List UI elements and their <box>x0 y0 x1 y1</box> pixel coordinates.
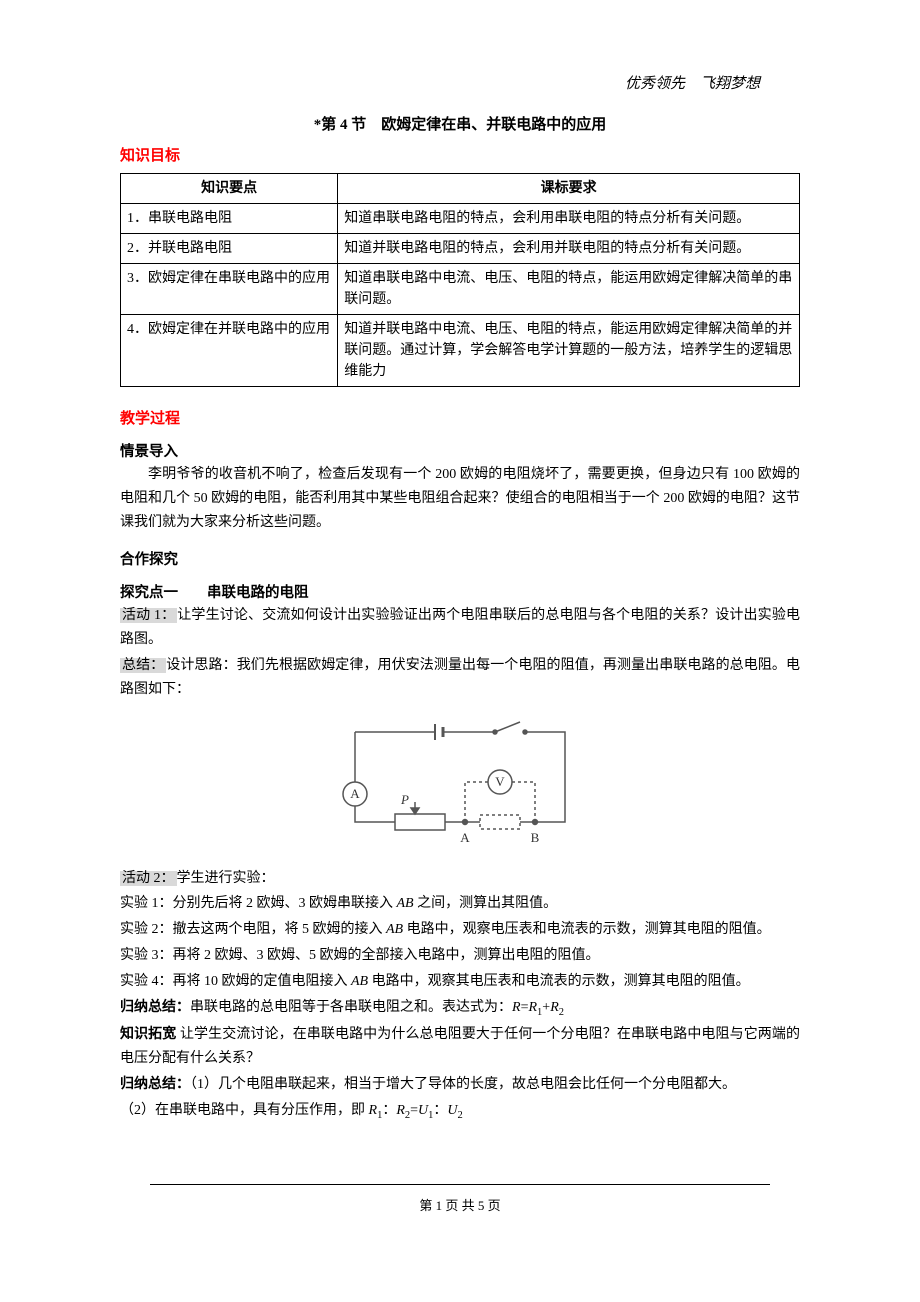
scenario-heading: 情景导入 <box>120 440 800 461</box>
coop-heading: 合作探究 <box>120 548 800 569</box>
table-row: 4．欧姆定律在并联电路中的应用 知道并联电路中电流、电压、电阻的特点，能运用欧姆… <box>121 315 800 387</box>
exp1-prefix: 实验 1：分别先后将 2 欧姆、3 欧姆串联接入 <box>120 896 397 911</box>
exp4-ab: AB <box>351 974 368 989</box>
table-cell-right: 知道串联电路中电流、电压、电阻的特点，能运用欧姆定律解决简单的串联问题。 <box>338 264 800 315</box>
voltmeter-label: V <box>495 774 505 789</box>
activity2: 活动 2：学生进行实验： <box>120 867 800 891</box>
activity1: 活动 1：让学生讨论、交流如何设计出实验验证出两个电阻串联后的总电阻与各个电阻的… <box>120 604 800 652</box>
formula-R2: R <box>550 1000 559 1015</box>
page-suffix: 页 <box>484 1198 500 1213</box>
footer-divider <box>150 1184 770 1185</box>
conclusion-2: 归纳总结：（1）几个电阻串联起来，相当于增大了导体的长度，故总电阻会比任何一个分… <box>120 1073 800 1097</box>
table-cell-right: 知道并联电路中电流、电压、电阻的特点，能运用欧姆定律解决简单的并联问题。通过计算… <box>338 315 800 387</box>
page-number: 第 1 页 共 5 页 <box>120 1195 800 1214</box>
table-cell-left: 2．并联电路电阻 <box>121 234 338 264</box>
ammeter-label: A <box>350 786 360 801</box>
expand-text: 让学生交流讨论，在串联电路中为什么总电阻要大于任何一个分电阻？在串联电路中电阻与… <box>120 1027 800 1066</box>
table-cell-right: 知道并联电路电阻的特点，会利用并联电阻的特点分析有关问题。 <box>338 234 800 264</box>
conclusion-2-item2: （2）在串联电路中，具有分压作用，即 R1：R2=U1：U2 <box>120 1099 800 1125</box>
circuit-diagram: A V P A B <box>120 712 800 857</box>
expand-label: 知识拓宽 <box>120 1027 176 1042</box>
knowledge-expand: 知识拓宽 让学生交流讨论，在串联电路中为什么总电阻要大于任何一个分电阻？在串联电… <box>120 1023 800 1071</box>
exp2-tail: 电路中，观察电压表和电流表的示数，测算其电阻的阻值。 <box>403 922 771 937</box>
activity2-text: 学生进行实验： <box>177 871 275 886</box>
exp4-prefix: 实验 4：再将 10 欧姆的定值电阻接入 <box>120 974 351 989</box>
table-cell-left: 4．欧姆定律在并联电路中的应用 <box>121 315 338 387</box>
table-header-row: 知识要点 课标要求 <box>121 174 800 204</box>
ratio-colon2: ： <box>433 1103 447 1118</box>
conclusion-label: 归纳总结： <box>120 1000 190 1015</box>
point1-heading: 探究点一 串联电路的电阻 <box>120 581 800 602</box>
formula-plus: + <box>542 1000 550 1015</box>
ratio-eq: = <box>410 1103 418 1118</box>
header-tagline: 优秀领先 飞翔梦想 <box>120 72 800 93</box>
knowledge-table: 知识要点 课标要求 1．串联电路电阻 知道串联电路电阻的特点，会利用串联电阻的特… <box>120 173 800 387</box>
conclusion2-label: 归纳总结： <box>120 1077 190 1092</box>
ratio-U1: U <box>418 1103 428 1118</box>
experiment-2: 实验 2：撤去这两个电阻，将 5 欧姆的接入 AB 电路中，观察电压表和电流表的… <box>120 918 800 942</box>
exp2-prefix: 实验 2：撤去这两个电阻，将 5 欧姆的接入 <box>120 922 386 937</box>
conclusion-text: 串联电路的总电阻等于各串联电阻之和。表达式为： <box>190 1000 512 1015</box>
page-title: *第 4 节 欧姆定律在串、并联电路中的应用 <box>120 113 800 134</box>
table-header-left: 知识要点 <box>121 174 338 204</box>
page-prefix: 第 <box>419 1198 435 1213</box>
exp1-ab: AB <box>397 896 414 911</box>
exp1-tail: 之间，测算出其阻值。 <box>414 896 558 911</box>
ratio-colon1: ： <box>382 1103 396 1118</box>
node-a-label: A <box>460 830 470 845</box>
scenario-text: 李明爷爷的收音机不响了，检查后发现有一个 200 欧姆的电阻烧坏了，需要更换，但… <box>120 463 800 534</box>
page-mid: 页 共 <box>442 1198 478 1213</box>
activity1-text: 让学生讨论、交流如何设计出实验验证出两个电阻串联后的总电阻与各个电阻的关系？设计… <box>120 608 800 647</box>
knowledge-goal-heading: 知识目标 <box>120 144 800 165</box>
teaching-process-heading: 教学过程 <box>120 407 800 428</box>
table-row: 2．并联电路电阻 知道并联电路电阻的特点，会利用并联电阻的特点分析有关问题。 <box>121 234 800 264</box>
summary-label: 总结： <box>120 658 166 673</box>
conclusion2-item1: （1）几个电阻串联起来，相当于增大了导体的长度，故总电阻会比任何一个分电阻都大。 <box>190 1077 736 1092</box>
table-row: 1．串联电路电阻 知道串联电路电阻的特点，会利用串联电阻的特点分析有关问题。 <box>121 204 800 234</box>
slider-label: P <box>400 792 409 807</box>
table-header-right: 课标要求 <box>338 174 800 204</box>
exp4-tail: 电路中，观察其电压表和电流表的示数，测算其电阻的阻值。 <box>368 974 750 989</box>
exp2-ab: AB <box>386 922 403 937</box>
table-cell-left: 1．串联电路电阻 <box>121 204 338 234</box>
table-cell-left: 3．欧姆定律在串联电路中的应用 <box>121 264 338 315</box>
node-b-label: B <box>531 830 540 845</box>
ratio-R1: R <box>369 1103 378 1118</box>
table-row: 3．欧姆定律在串联电路中的应用 知道串联电路中电流、电压、电阻的特点，能运用欧姆… <box>121 264 800 315</box>
formula-sub2: 2 <box>559 1006 564 1017</box>
summary-text: 设计思路：我们先根据欧姆定律，用伏安法测量出每一个电阻的阻值，再测量出串联电路的… <box>120 658 800 697</box>
ratio-U2: U <box>447 1103 457 1118</box>
conclusion-1: 归纳总结：串联电路的总电阻等于各串联电阻之和。表达式为：R=R1+R2 <box>120 996 800 1022</box>
formula-R: R <box>512 1000 521 1015</box>
experiment-4: 实验 4：再将 10 欧姆的定值电阻接入 AB 电路中，观察其电压表和电流表的示… <box>120 970 800 994</box>
conclusion2-item2-prefix: （2）在串联电路中，具有分压作用，即 <box>120 1103 369 1118</box>
activity1-label: 活动 1： <box>120 608 177 623</box>
ratio-U2-sub: 2 <box>458 1109 463 1120</box>
summary: 总结：设计思路：我们先根据欧姆定律，用伏安法测量出每一个电阻的阻值，再测量出串联… <box>120 654 800 702</box>
circuit-svg: A V P A B <box>335 712 585 852</box>
table-cell-right: 知道串联电路电阻的特点，会利用串联电阻的特点分析有关问题。 <box>338 204 800 234</box>
page: 优秀领先 飞翔梦想 *第 4 节 欧姆定律在串、并联电路中的应用 知识目标 知识… <box>0 0 920 1302</box>
formula-R1: R <box>528 1000 537 1015</box>
experiment-3: 实验 3：再将 2 欧姆、3 欧姆、5 欧姆的全部接入电路中，测算出电阻的阻值。 <box>120 944 800 968</box>
activity2-label: 活动 2： <box>120 871 177 886</box>
ratio-R2: R <box>396 1103 405 1118</box>
experiment-1: 实验 1：分别先后将 2 欧姆、3 欧姆串联接入 AB 之间，测算出其阻值。 <box>120 892 800 916</box>
